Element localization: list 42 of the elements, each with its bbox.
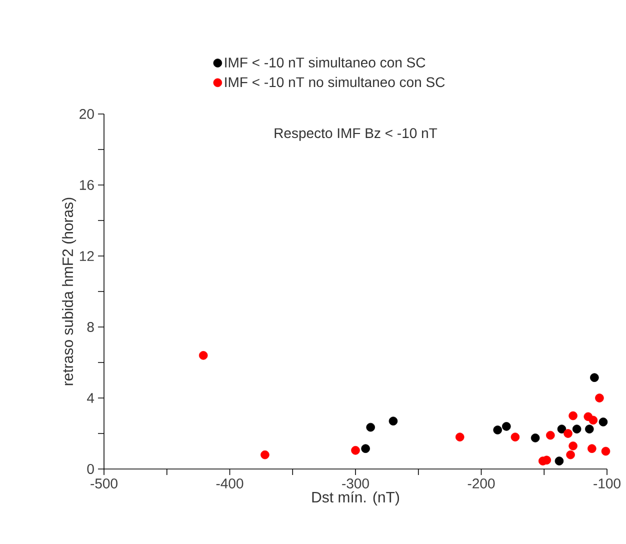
y-tick-label: 0	[87, 464, 94, 474]
point	[502, 422, 511, 431]
point	[590, 373, 599, 382]
y-tick-label: 8	[87, 322, 94, 332]
point	[351, 446, 360, 455]
x-tick-label: -200	[468, 478, 495, 488]
point	[557, 424, 566, 434]
point	[584, 424, 594, 434]
point	[595, 394, 604, 402]
point	[493, 426, 502, 434]
point	[455, 432, 464, 442]
y-tick-label: 4	[86, 393, 94, 403]
y-tick-label: 20	[80, 109, 94, 119]
point	[510, 432, 520, 442]
legend-label: IMF < -10 nT simultaneo con SC	[225, 57, 426, 68]
y-tick-label: 12	[80, 251, 94, 261]
point	[546, 430, 555, 440]
x-axis-title: Dst mín. (nT)	[312, 491, 400, 506]
y-tick-label: 16	[80, 180, 94, 190]
point	[564, 429, 572, 438]
point	[388, 416, 398, 426]
point	[530, 434, 540, 442]
point	[601, 446, 610, 456]
x-tick-label: -100	[594, 478, 620, 488]
point	[198, 350, 208, 360]
point	[260, 450, 270, 460]
point	[572, 424, 582, 434]
point	[588, 444, 596, 453]
point	[588, 416, 598, 425]
legend-label: IMF < -10 nT no simultaneo con SC	[225, 76, 445, 88]
point	[361, 444, 370, 453]
point	[366, 422, 375, 432]
x-tick-label: -500	[90, 478, 118, 488]
point	[566, 450, 575, 460]
point	[568, 411, 578, 420]
point	[554, 456, 564, 466]
point	[598, 418, 608, 426]
point	[568, 442, 578, 450]
y-axis-title: retraso subida hmF2 (horas)	[62, 198, 76, 386]
x-tick-label: -400	[216, 478, 244, 488]
x-tick-label: -300	[342, 478, 369, 488]
annotation: Respecto IMF Bz < -10 nT	[274, 128, 438, 141]
